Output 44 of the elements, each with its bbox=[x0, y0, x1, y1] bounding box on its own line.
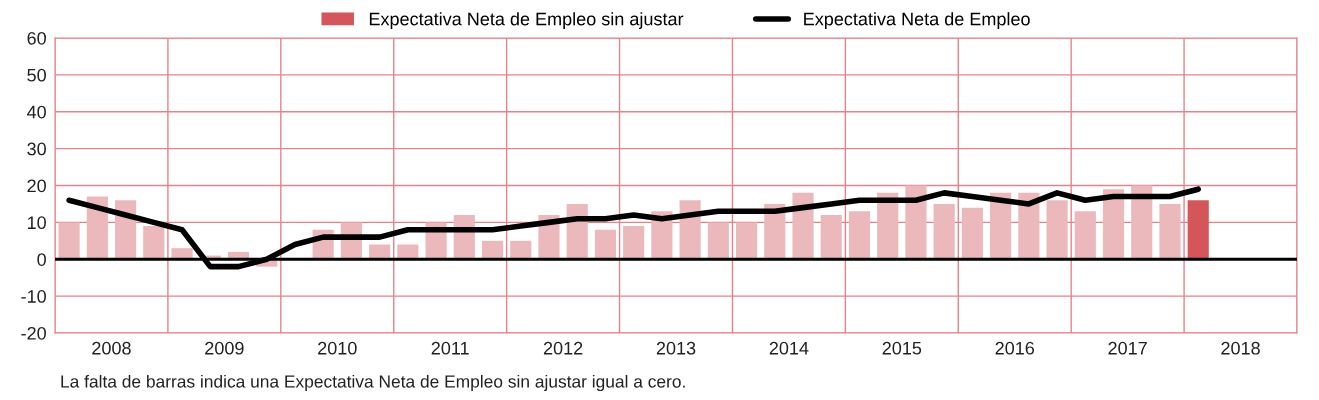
bar bbox=[623, 226, 645, 260]
y-tick-label: 20 bbox=[27, 179, 46, 193]
bar bbox=[820, 215, 842, 260]
bar bbox=[1074, 211, 1096, 260]
x-tick-label: 2014 bbox=[769, 341, 809, 355]
bar bbox=[848, 211, 871, 260]
legend-label: Expectativa Neta de Empleo sin ajustar bbox=[369, 12, 684, 29]
text: La falta de barras indica una Expectativa Neta de Empleo sin ajustar igual a cero. bbox=[61, 374, 685, 392]
bar bbox=[369, 244, 391, 260]
y-tick-label: 0 bbox=[37, 253, 46, 266]
bar bbox=[905, 185, 927, 260]
bar bbox=[58, 222, 80, 260]
bar bbox=[707, 222, 729, 260]
bar bbox=[1159, 203, 1181, 260]
y-tick-label: 30 bbox=[27, 142, 46, 156]
x-tick-label: 2015 bbox=[882, 341, 922, 355]
bar bbox=[594, 229, 617, 260]
x-tick-label: 2008 bbox=[92, 341, 131, 355]
bar bbox=[1131, 185, 1153, 260]
bar bbox=[961, 207, 983, 260]
y-tick-label: 50 bbox=[27, 68, 46, 82]
bar bbox=[481, 240, 504, 260]
bar bbox=[143, 226, 165, 260]
y-tick-label: -20 bbox=[21, 326, 46, 340]
x-tick-label: 2013 bbox=[656, 341, 696, 355]
bar bbox=[933, 203, 955, 260]
x-tick-label: 2010 bbox=[318, 341, 357, 355]
bar bbox=[735, 222, 758, 260]
bar bbox=[1046, 200, 1068, 260]
legend-label: Expectativa Neta de Empleo bbox=[804, 12, 1030, 29]
x-tick-label: 2018 bbox=[1221, 341, 1260, 355]
y-tick-label: -10 bbox=[21, 290, 46, 303]
bar bbox=[171, 248, 193, 260]
x-tick-label: 2012 bbox=[543, 341, 583, 355]
y-tick-label: 60 bbox=[27, 31, 46, 45]
y-tick-label: 40 bbox=[27, 105, 46, 119]
x-tick-label: 2011 bbox=[431, 341, 469, 355]
x-tick-label: 2016 bbox=[995, 341, 1035, 355]
bar bbox=[397, 244, 419, 260]
bar bbox=[510, 240, 532, 260]
x-tick-label: 2009 bbox=[205, 341, 244, 355]
y-tick-label: 10 bbox=[27, 216, 46, 230]
x-tick-label: 2017 bbox=[1108, 341, 1147, 355]
bar bbox=[1187, 200, 1209, 260]
